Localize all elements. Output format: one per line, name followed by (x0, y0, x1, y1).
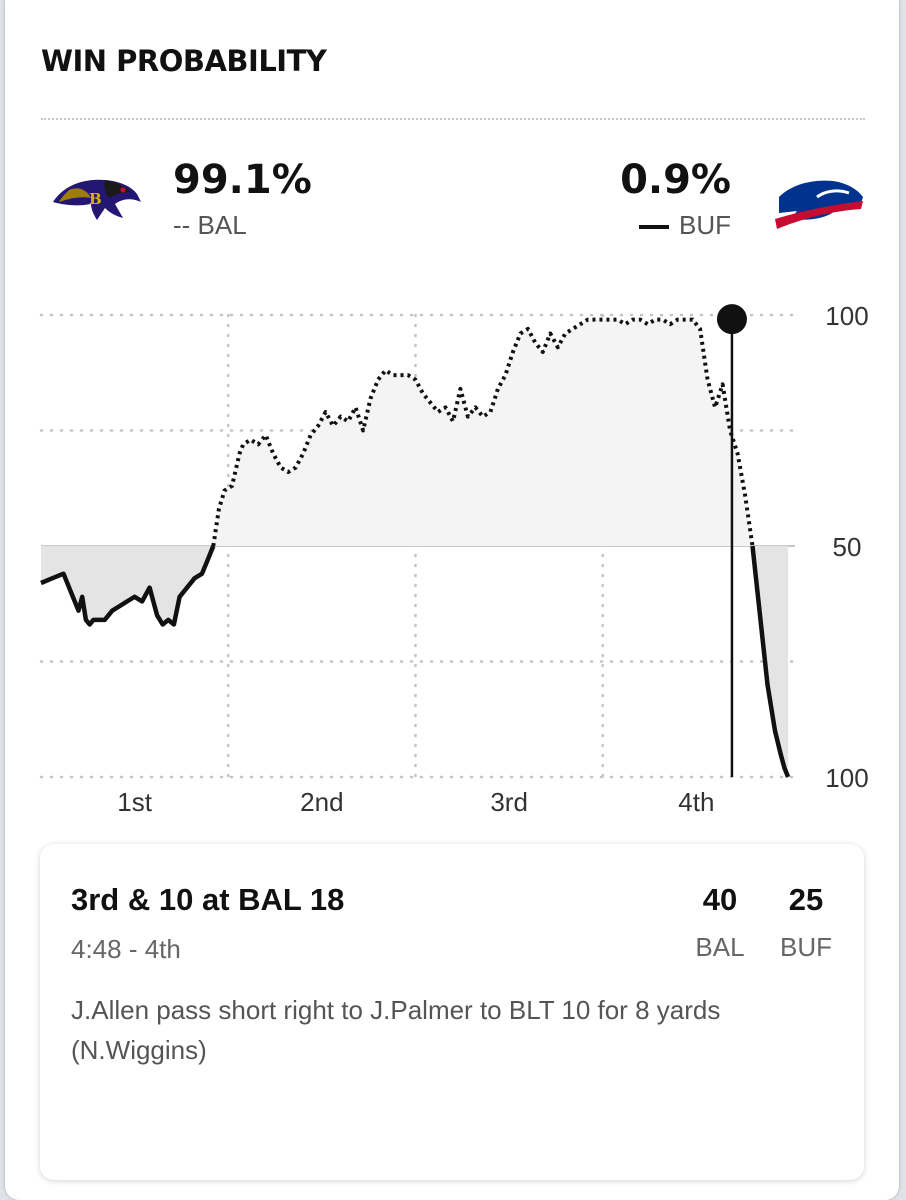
svg-text:B: B (89, 190, 102, 208)
bills-logo-icon (775, 180, 863, 229)
y-tick-label: 100 (825, 763, 868, 793)
buf-area (752, 546, 789, 777)
buf-legend-row: BUF (620, 210, 731, 241)
x-tick-label: 3rd (490, 787, 528, 817)
buf-legend: BUF (679, 210, 731, 240)
page-title: WIN PROBABILITY (41, 44, 327, 78)
x-tick-label: 1st (117, 787, 152, 817)
score-bal-value: 40 (702, 882, 738, 917)
play-clock: 4:48 - 4th (71, 934, 181, 964)
y-tick-label: 50 (833, 532, 862, 562)
buf-win-line (40, 545, 216, 627)
score-buf-label: BUF (780, 932, 832, 962)
buf-win-pct: 0.9% (620, 157, 731, 203)
bal-legend: -- BAL (173, 210, 247, 240)
score-buf: 25 BUF (766, 882, 846, 963)
marker-dot (716, 304, 747, 335)
buf-summary: 0.9% BUF (620, 160, 731, 241)
chart-fills (41, 319, 789, 777)
ravens-logo-icon: B (53, 179, 141, 220)
chart-marker (716, 304, 747, 777)
play-situation: 3rd & 10 at BAL 18 (71, 882, 345, 917)
play-detail-card[interactable]: 3rd & 10 at BAL 18 4:48 - 4th 40 BAL 25 … (40, 844, 864, 1180)
solid-line-legend-icon (639, 225, 669, 230)
chart-lines (40, 317, 791, 778)
x-tick-label: 4th (678, 787, 714, 817)
y-axis-labels: 100 50 100 (825, 301, 868, 793)
buf-win-line (750, 545, 791, 778)
bal-win-pct: 99.1% (173, 157, 312, 203)
bal-summary: 99.1% -- BAL (173, 160, 312, 241)
win-probability-chart: 100 50 100 1st 2nd 3rd 4th (39, 301, 869, 817)
bal-area (213, 319, 753, 546)
score-buf-value: 25 (788, 882, 824, 917)
win-probability-card: WIN PROBABILITY B 99.1% -- BAL 0.9% BUF … (5, 0, 899, 1200)
play-description: J.Allen pass short right to J.Palmer to … (71, 995, 721, 1065)
divider (41, 118, 865, 120)
x-tick-label: 2nd (300, 787, 343, 817)
score-bal-label: BAL (695, 932, 745, 962)
y-tick-label: 100 (825, 301, 868, 331)
score-bal: 40 BAL (680, 882, 760, 963)
x-axis-labels: 1st 2nd 3rd 4th (117, 787, 714, 817)
